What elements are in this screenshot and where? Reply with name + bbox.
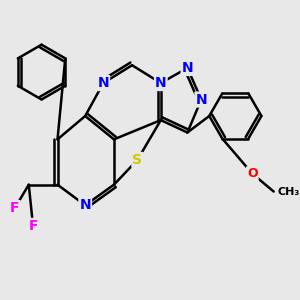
Text: N: N <box>182 61 193 75</box>
Text: F: F <box>10 201 20 215</box>
Text: N: N <box>98 76 109 90</box>
Text: N: N <box>80 198 91 212</box>
Text: F: F <box>28 219 38 233</box>
Text: N: N <box>155 76 166 90</box>
Text: S: S <box>132 153 142 167</box>
Text: O: O <box>247 167 258 180</box>
Text: CH₃: CH₃ <box>278 187 300 196</box>
Text: N: N <box>195 92 207 106</box>
